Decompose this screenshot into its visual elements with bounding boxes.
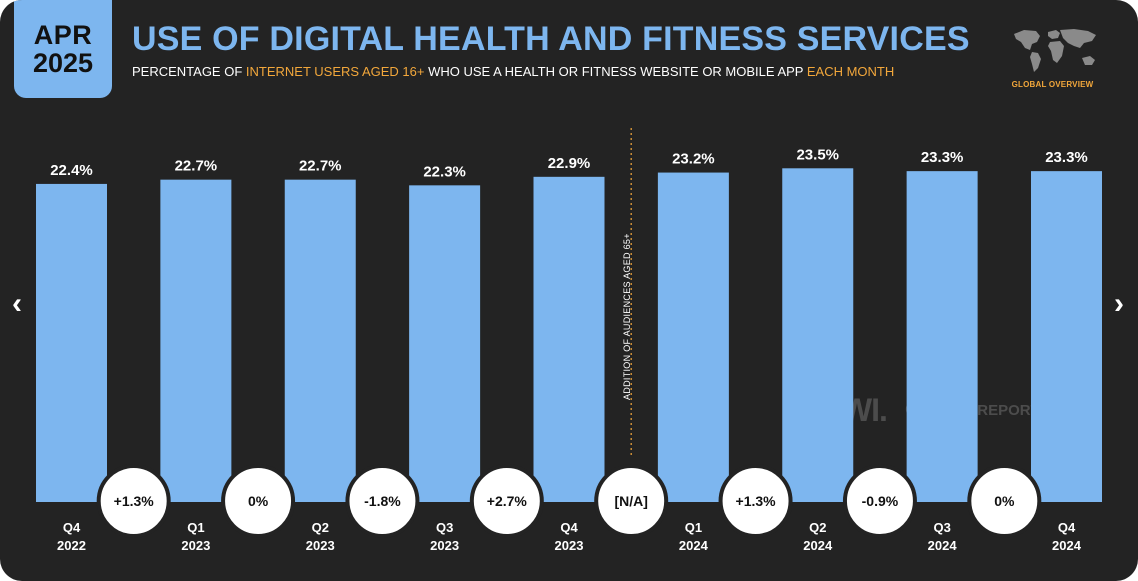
bar-7 bbox=[906, 171, 978, 502]
page-subtitle: PERCENTAGE OF INTERNET USERS AGED 16+ WH… bbox=[132, 64, 894, 79]
change-circle-0 bbox=[96, 464, 171, 538]
x-tick-quarter-3: Q3 bbox=[436, 520, 453, 535]
bar-value-label-6: 23.5% bbox=[796, 146, 839, 163]
change-circle-7 bbox=[967, 464, 1042, 538]
change-circle-4 bbox=[594, 464, 669, 538]
bar-value-label-0: 22.4% bbox=[50, 162, 93, 179]
subtitle-part-2: WHO USE A HEALTH OR FITNESS WEBSITE OR M… bbox=[424, 64, 807, 79]
x-tick-quarter-7: Q3 bbox=[933, 520, 950, 535]
x-tick-quarter-0: Q4 bbox=[63, 520, 81, 535]
x-tick-year-0: 2022 bbox=[57, 538, 86, 553]
change-label-1: 0% bbox=[248, 493, 269, 509]
bar-2 bbox=[284, 179, 356, 502]
x-tick-quarter-5: Q1 bbox=[685, 520, 702, 535]
bar-value-label-7: 23.3% bbox=[921, 149, 964, 166]
change-label-4: [N/A] bbox=[614, 493, 647, 509]
x-tick-quarter-2: Q2 bbox=[312, 520, 329, 535]
bar-4 bbox=[533, 176, 605, 502]
change-label-0: +1.3% bbox=[114, 493, 155, 509]
subtitle-part-1: INTERNET USERS AGED 16+ bbox=[245, 64, 425, 79]
bar-8 bbox=[1031, 171, 1102, 502]
date-badge: APR 2025 bbox=[14, 0, 112, 98]
bar-value-label-1: 22.7% bbox=[175, 158, 218, 175]
bar-value-label-4: 22.9% bbox=[548, 155, 591, 172]
change-circle-5 bbox=[718, 464, 793, 538]
change-label-7: 0% bbox=[994, 493, 1015, 509]
x-tick-year-2: 2023 bbox=[306, 538, 335, 553]
chevron-left-icon[interactable]: ‹ bbox=[12, 287, 22, 320]
change-label-2: -1.8% bbox=[364, 493, 401, 509]
annotation-label: ADDITION OF AUDIENCES AGED 65+ bbox=[622, 233, 632, 400]
x-tick-year-5: 2024 bbox=[679, 538, 709, 553]
x-tick-year-3: 2023 bbox=[430, 538, 459, 553]
change-circle-6 bbox=[842, 464, 917, 538]
bar-5 bbox=[657, 172, 729, 502]
bar-value-label-3: 22.3% bbox=[423, 163, 466, 180]
subtitle-part-3: EACH MONTH bbox=[806, 64, 895, 79]
bar-value-label-2: 22.7% bbox=[299, 158, 342, 175]
bar-6 bbox=[782, 168, 854, 503]
world-map-icon bbox=[1014, 29, 1096, 72]
bar-3 bbox=[409, 185, 481, 502]
x-tick-quarter-6: Q2 bbox=[809, 520, 826, 535]
subtitle-part-0: PERCENTAGE OF bbox=[132, 64, 246, 79]
change-circle-1 bbox=[221, 464, 296, 538]
bar-value-label-5: 23.2% bbox=[672, 151, 715, 168]
x-tick-year-8: 2024 bbox=[1052, 538, 1082, 553]
page-title: USE OF DIGITAL HEALTH AND FITNESS SERVIC… bbox=[132, 20, 970, 58]
change-circle-3 bbox=[469, 464, 544, 538]
x-tick-year-7: 2024 bbox=[928, 538, 958, 553]
change-label-5: +1.3% bbox=[736, 493, 777, 509]
chevron-right-icon[interactable]: › bbox=[1114, 287, 1124, 320]
x-tick-year-6: 2024 bbox=[803, 538, 833, 553]
change-label-6: -0.9% bbox=[862, 493, 899, 509]
x-tick-quarter-8: Q4 bbox=[1058, 520, 1076, 535]
date-year: 2025 bbox=[32, 48, 94, 78]
bar-value-label-8: 23.3% bbox=[1045, 149, 1088, 166]
x-tick-quarter-1: Q1 bbox=[187, 520, 204, 535]
date-month: APR bbox=[33, 20, 93, 50]
x-tick-quarter-4: Q4 bbox=[560, 520, 578, 535]
bar-0 bbox=[36, 183, 107, 503]
bar-1 bbox=[160, 179, 232, 502]
x-tick-year-1: 2023 bbox=[181, 538, 210, 553]
change-label-3: +2.7% bbox=[487, 493, 528, 509]
change-circle-2 bbox=[345, 464, 420, 538]
global-overview-label: GLOBAL OVERVIEW bbox=[1011, 80, 1094, 89]
x-tick-year-4: 2023 bbox=[555, 538, 584, 553]
